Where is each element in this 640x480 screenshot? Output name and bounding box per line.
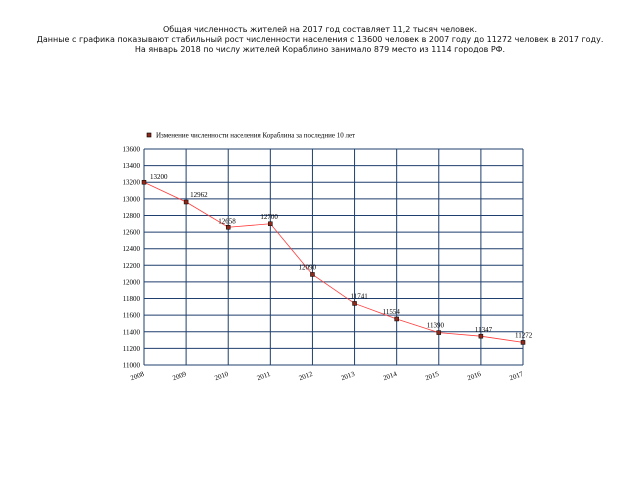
intro-text: Общая численность жителей на 2017 год со… bbox=[10, 25, 630, 55]
x-tick-label: 2014 bbox=[382, 370, 398, 382]
x-tick-label: 2017 bbox=[508, 370, 524, 382]
data-label: 11390 bbox=[427, 322, 445, 330]
y-tick-label: 12200 bbox=[123, 262, 141, 270]
y-tick-label: 11200 bbox=[123, 345, 141, 353]
data-label: 12700 bbox=[260, 213, 278, 221]
y-tick-label: 11000 bbox=[123, 362, 141, 370]
data-point bbox=[310, 272, 315, 277]
data-point bbox=[352, 301, 357, 306]
y-tick-label: 11600 bbox=[123, 312, 141, 320]
data-point bbox=[478, 333, 484, 339]
data-point bbox=[394, 316, 399, 322]
x-tick-label: 2011 bbox=[256, 370, 272, 382]
x-tick-label: 2013 bbox=[340, 370, 356, 382]
data-point bbox=[520, 340, 526, 345]
y-tick-label: 11800 bbox=[123, 295, 141, 303]
legend-label: Изменение численности населения Кораблин… bbox=[156, 132, 355, 140]
data-point bbox=[268, 221, 273, 227]
y-tick-label: 12000 bbox=[123, 278, 141, 286]
y-tick-label: 12800 bbox=[123, 212, 141, 220]
x-tick-label: 2012 bbox=[298, 370, 314, 382]
y-tick-label: 13600 bbox=[123, 146, 141, 154]
data-label: 12962 bbox=[190, 191, 208, 199]
y-tick-label: 12600 bbox=[123, 229, 141, 237]
y-tick-label: 13200 bbox=[123, 179, 141, 187]
data-point bbox=[141, 179, 147, 185]
data-label: 12658 bbox=[218, 217, 236, 225]
y-tick-label: 11400 bbox=[123, 328, 141, 336]
x-tick-label: 2015 bbox=[424, 370, 440, 382]
y-tick-label: 12400 bbox=[123, 245, 141, 253]
legend-marker bbox=[146, 132, 152, 138]
population-line-chart: Изменение численности населения Кораблин… bbox=[123, 132, 533, 383]
x-tick-label: 2010 bbox=[214, 370, 230, 382]
x-tick-label: 2016 bbox=[466, 370, 482, 382]
y-tick-label: 13000 bbox=[123, 195, 141, 203]
data-label: 11554 bbox=[383, 308, 401, 316]
data-label: 11272 bbox=[515, 331, 533, 339]
data-label: 11347 bbox=[475, 326, 493, 334]
intro-line-1: Общая численность жителей на 2017 год со… bbox=[162, 25, 478, 34]
data-point bbox=[225, 225, 231, 230]
data-label: 11741 bbox=[351, 292, 369, 300]
x-tick-label: 2009 bbox=[171, 370, 187, 382]
x-tick-label: 2008 bbox=[129, 370, 145, 382]
series-line bbox=[143, 181, 524, 343]
data-point bbox=[436, 330, 442, 335]
data-label: 12090 bbox=[298, 263, 316, 271]
y-tick-label: 13400 bbox=[123, 162, 141, 170]
intro-line-3: На январь 2018 по числу жителей Кораблин… bbox=[134, 45, 506, 54]
data-label: 13200 bbox=[150, 173, 168, 181]
intro-line-2: Данные с графика показывают стабильный р… bbox=[36, 35, 604, 44]
data-point bbox=[183, 199, 189, 205]
